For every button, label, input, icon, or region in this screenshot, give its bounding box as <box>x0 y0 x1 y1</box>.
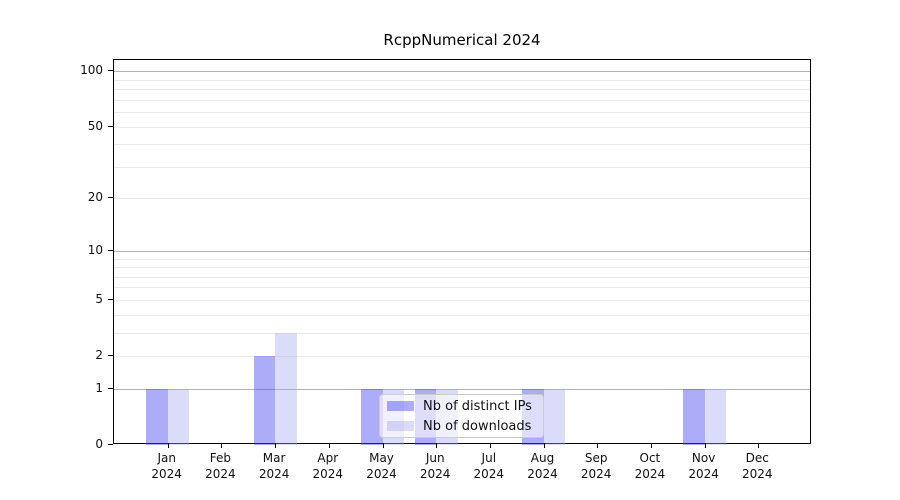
x-tick-aug <box>543 443 545 448</box>
bar-distinct-ips-may <box>361 388 383 445</box>
x-tick-label-may: May 2024 <box>366 451 397 481</box>
gridline-y-100 <box>114 71 810 73</box>
y-tick-50 <box>108 125 113 127</box>
gridline-y-70 <box>114 99 810 101</box>
legend-swatch-distinct-ips <box>387 401 414 411</box>
y-tick-label-20: 20 <box>87 190 103 205</box>
gridline-y-50 <box>114 126 810 128</box>
legend-label-downloads: Nb of downloads <box>423 418 532 434</box>
y-tick-100 <box>108 70 113 72</box>
gridline-y-2 <box>114 356 810 357</box>
gridline-y-8 <box>114 267 810 268</box>
gridline-y-40 <box>114 144 810 146</box>
legend: Nb of distinct IPs Nb of downloads <box>379 394 544 438</box>
x-tick-label-dec: Dec 2024 <box>742 451 773 481</box>
legend-item-distinct-ips: Nb of distinct IPs <box>387 399 536 414</box>
gridline-y-6 <box>114 287 810 289</box>
x-tick-feb <box>221 443 223 448</box>
bar-downloads-nov <box>704 388 727 445</box>
x-tick-label-sep: Sep 2024 <box>580 451 612 481</box>
bar-distinct-ips-nov <box>683 388 705 445</box>
gridline-y-30 <box>114 166 810 168</box>
gridline-y-5 <box>114 299 810 301</box>
x-tick-sep <box>597 443 599 448</box>
gridline-y-80 <box>114 89 810 91</box>
y-tick-1 <box>108 387 113 389</box>
y-tick-label-1: 1 <box>95 380 103 395</box>
x-tick-label-jul: Jul 2024 <box>473 451 505 481</box>
x-tick-label-oct: Oct 2024 <box>634 451 666 481</box>
plot-area: Nb of distinct IPs Nb of downloads <box>113 59 811 448</box>
x-tick-dec <box>758 443 760 448</box>
x-tick-mar <box>275 443 277 448</box>
gridline-y-90 <box>114 79 810 81</box>
gridline-y-60 <box>114 112 810 114</box>
x-tick-label-jan: Jan 2024 <box>151 451 182 481</box>
x-tick-label-feb: Feb 2024 <box>205 451 236 481</box>
y-tick-5 <box>108 298 113 300</box>
x-tick-label-apr: Apr 2024 <box>312 451 344 481</box>
gridline-y-7 <box>114 276 810 278</box>
y-tick-label-0: 0 <box>95 437 103 451</box>
legend-label-distinct-ips: Nb of distinct IPs <box>423 398 532 414</box>
x-tick-oct <box>650 443 652 448</box>
x-tick-jul <box>489 443 491 448</box>
y-tick-0 <box>108 444 113 445</box>
y-tick-label-10: 10 <box>87 242 103 257</box>
legend-swatch-downloads <box>387 421 414 431</box>
bar-downloads-jan <box>167 388 190 445</box>
x-tick-label-mar: Mar 2024 <box>258 451 290 481</box>
y-tick-2 <box>108 355 113 356</box>
gridline-y-10 <box>114 250 810 252</box>
x-tick-nov <box>704 443 706 448</box>
x-tick-label-nov: Nov 2024 <box>688 451 719 481</box>
bar-distinct-ips-mar <box>253 356 276 445</box>
bar-downloads-aug <box>543 388 565 445</box>
x-tick-label-jun: Jun 2024 <box>419 451 451 481</box>
gridline-y-20 <box>114 198 810 200</box>
x-tick-label-aug: Aug 2024 <box>527 451 558 481</box>
gridline-y-1 <box>114 388 810 390</box>
y-tick-label-50: 50 <box>87 118 103 133</box>
gridline-y-4 <box>114 314 810 316</box>
x-tick-may <box>382 443 384 448</box>
y-tick-label-100: 100 <box>80 63 103 78</box>
x-tick-jun <box>436 443 438 448</box>
y-tick-20 <box>108 197 113 199</box>
gridline-y-9 <box>114 258 810 260</box>
legend-item-downloads: Nb of downloads <box>387 419 536 434</box>
x-tick-apr <box>328 443 330 448</box>
chart-title: RcppNumerical 2024 <box>383 31 541 49</box>
y-tick-label-2: 2 <box>95 348 103 362</box>
gridline-y-3 <box>114 332 810 334</box>
y-tick-label-5: 5 <box>95 291 103 306</box>
x-tick-jan <box>167 443 169 448</box>
bar-downloads-mar <box>275 332 297 445</box>
y-tick-10 <box>108 249 113 251</box>
bar-distinct-ips-jan <box>146 388 168 445</box>
